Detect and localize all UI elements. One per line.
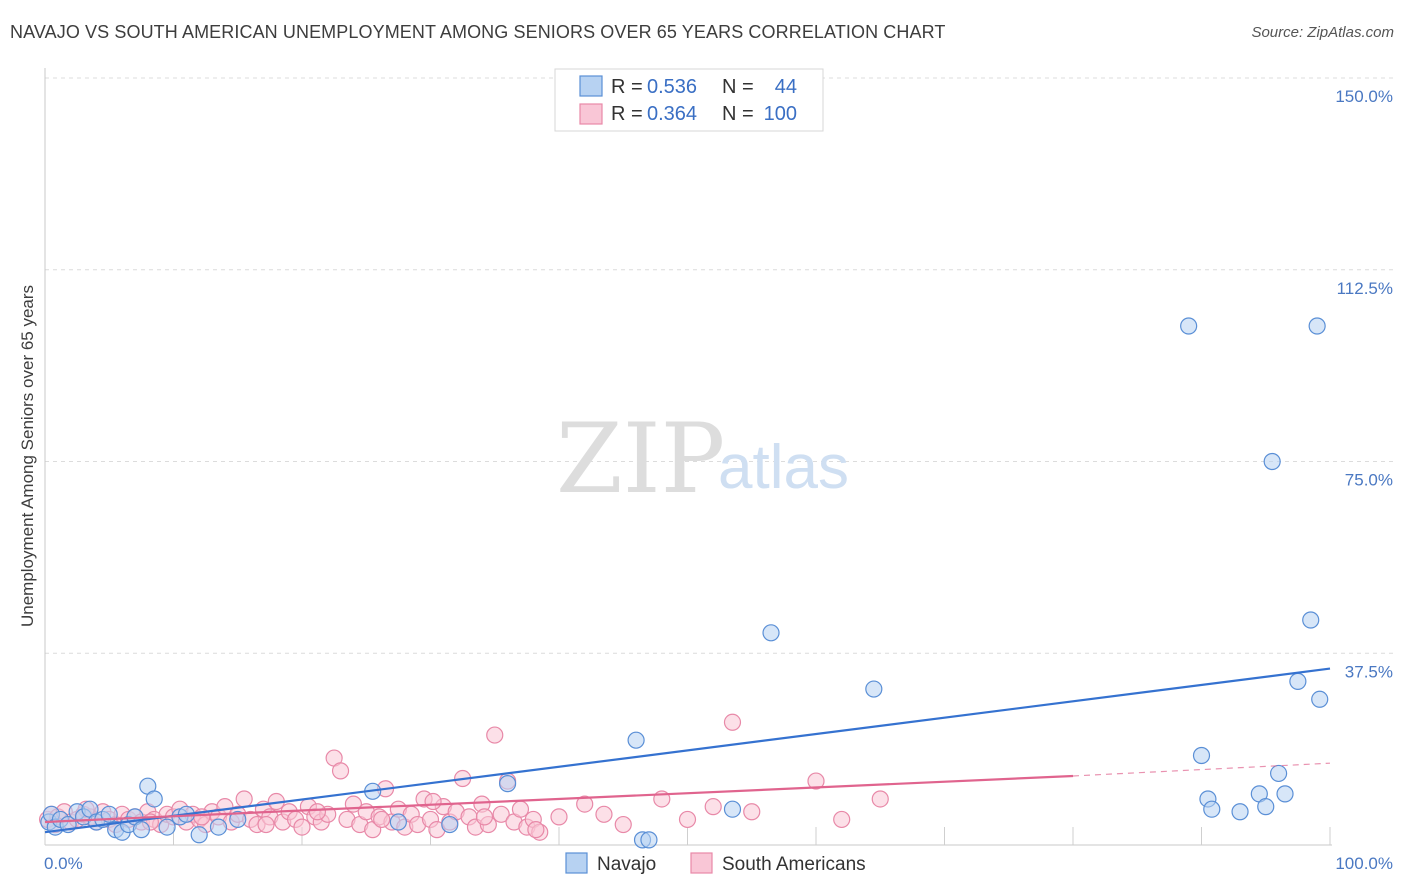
x-tick-label: 0.0% <box>44 854 83 873</box>
navajo-point <box>499 775 517 793</box>
y-axis-label: Unemployment Among Seniors over 65 years <box>18 285 37 627</box>
y-tick-label: 75.0% <box>1345 471 1393 490</box>
south-americans-point <box>595 805 613 823</box>
navajo-points <box>40 317 1329 849</box>
south-americans-point <box>373 810 391 829</box>
bottom-legend-south-americans: South Americans <box>722 854 866 875</box>
navajo-point <box>1203 800 1221 818</box>
south-americans-point <box>257 815 275 834</box>
y-tick-label: 112.5% <box>1337 279 1393 298</box>
navajo-point <box>640 831 658 849</box>
south-americans-point <box>614 815 632 834</box>
watermark-atlas: atlas <box>718 433 849 502</box>
navajo-trend-line <box>44 667 1331 834</box>
south-americans-point <box>235 790 253 808</box>
legend-n-value-navajo: 44 <box>775 76 797 98</box>
navajo-point <box>723 800 742 818</box>
x-tick-label: 100.0% <box>1335 854 1393 873</box>
legend-r-label-navajo: R = <box>611 76 643 98</box>
south-americans-point <box>424 792 442 811</box>
navajo-point <box>1276 785 1294 803</box>
navajo-point <box>190 826 208 844</box>
navajo-point <box>1302 611 1320 629</box>
navajo-point <box>132 821 150 839</box>
south-americans-point <box>527 821 545 839</box>
series-legend: Navajo South Americans <box>565 852 866 875</box>
navajo-point <box>1263 452 1281 471</box>
bottom-legend-navajo: Navajo <box>597 854 656 875</box>
bottom-swatch-south-americans <box>690 852 713 874</box>
axes <box>44 68 1332 846</box>
legend-r-value-navajo: 0.536 <box>647 76 697 98</box>
navajo-point <box>865 680 883 698</box>
navajo-point <box>158 818 176 836</box>
south-americans-point <box>550 808 568 826</box>
legend-r-label-south-americans: R = <box>611 103 643 125</box>
south-americans-trend-line <box>44 774 1074 824</box>
south-americans-point <box>704 798 722 816</box>
legend-n-label-navajo: N = <box>722 76 754 98</box>
correlation-legend: R = 0.536 N = 44 R = 0.364 N = 100 <box>554 68 824 132</box>
south-americans-trend-extension <box>1072 762 1331 777</box>
south-americans-point <box>492 805 510 823</box>
south-americans-point <box>833 810 851 829</box>
south-americans-point <box>743 803 761 821</box>
trend-lines <box>44 667 1331 834</box>
south-americans-point <box>871 790 889 808</box>
navajo-point <box>1308 317 1326 335</box>
navajo-point <box>1180 317 1198 335</box>
south-americans-point <box>678 810 697 829</box>
tick-labels: 37.5% 75.0% 112.5% 150.0% 0.0% 100.0% <box>44 87 1393 873</box>
legend-n-value-south-americans: 100 <box>764 103 797 125</box>
south-americans-point <box>511 800 530 818</box>
navajo-point <box>1231 803 1249 821</box>
navajo-point <box>229 810 247 829</box>
navajo-point <box>389 813 407 831</box>
navajo-point <box>209 818 228 836</box>
navajo-point <box>1269 764 1288 783</box>
navajo-point <box>1257 798 1275 816</box>
navajo-point <box>762 624 780 642</box>
y-tick-label: 150.0% <box>1335 87 1393 106</box>
south-americans-point <box>723 713 742 731</box>
south-americans-point <box>331 762 350 780</box>
south-americans-point <box>475 808 494 826</box>
navajo-point <box>441 815 459 834</box>
navajo-point <box>1289 672 1307 690</box>
navajo-point <box>1192 746 1211 765</box>
chart-title: NAVAJO VS SOUTH AMERICAN UNEMPLOYMENT AM… <box>10 22 946 42</box>
navajo-point <box>1311 690 1329 708</box>
watermark-zip: ZIP <box>556 403 725 515</box>
source-label: Source: ZipAtlas.com <box>1251 24 1394 41</box>
bottom-swatch-navajo <box>565 852 588 874</box>
south-americans-point <box>293 818 311 836</box>
legend-swatch-south-americans <box>579 103 603 125</box>
navajo-point <box>145 790 163 808</box>
south-americans-point <box>486 726 504 744</box>
south-americans-point <box>308 803 327 821</box>
legend-r-value-south-americans: 0.364 <box>647 103 697 125</box>
grid-lines <box>45 77 1395 654</box>
south-americans-point <box>807 772 825 790</box>
legend-n-label-south-americans: N = <box>722 103 754 125</box>
south-americans-point <box>576 795 594 813</box>
y-tick-label: 37.5% <box>1345 662 1393 681</box>
navajo-point <box>627 731 645 749</box>
legend-swatch-navajo <box>579 75 603 97</box>
